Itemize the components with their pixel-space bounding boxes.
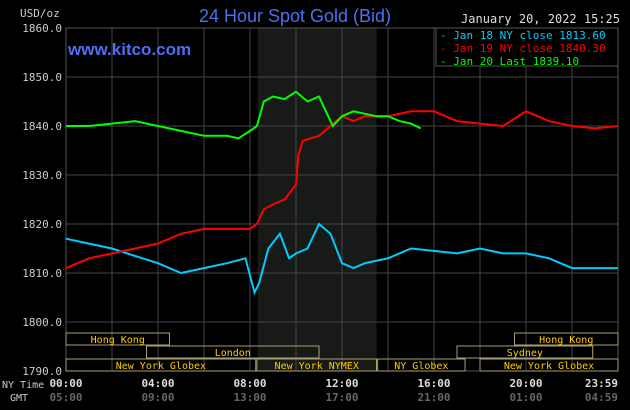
x-tick-gmt: 01:00 [509, 391, 542, 404]
session-bar [456, 345, 594, 359]
session-bar [146, 345, 320, 359]
y-tick-label: 1820.0 [22, 218, 62, 231]
series-line-2 [66, 90, 422, 140]
series-line-0 [65, 222, 618, 296]
session-bar [479, 358, 619, 372]
x-tick-gmt: 21:00 [417, 391, 450, 404]
chart-title: 24 Hour Spot Gold (Bid) [199, 6, 391, 26]
x-tick-ny: 04:00 [141, 377, 174, 390]
session-bar [65, 332, 170, 346]
session-label: New York Globex [116, 361, 206, 372]
session-label: London [215, 348, 251, 359]
x-tick-gmt: 09:00 [141, 391, 174, 404]
market-hours-shade [257, 28, 377, 371]
y-tick-label: 1790.0 [22, 365, 62, 378]
session-label: New York Globex [504, 361, 594, 372]
y-tick-label: 1830.0 [22, 169, 62, 182]
x-tick-gmt: 05:00 [49, 391, 82, 404]
x-tick-ny: 20:00 [509, 377, 542, 390]
legend-entry: - Jan 19 NY close 1840.30 [440, 42, 606, 55]
watermark: www.kitco.com [67, 40, 191, 59]
session-bar [256, 358, 377, 372]
session-bar [377, 358, 466, 372]
session-bar [514, 332, 619, 346]
timestamp: January 20, 2022 15:25 [461, 12, 620, 26]
y-tick-label: 1840.0 [22, 120, 62, 133]
y-tick-label: 1800.0 [22, 316, 62, 329]
x-tick-gmt: 17:00 [325, 391, 358, 404]
legend-entry: - Jan 18 NY close 1813.60 [440, 29, 606, 42]
y-tick-label: 1810.0 [22, 267, 62, 280]
x-tick-ny: 00:00 [49, 377, 82, 390]
x-tick-ny: 08:00 [233, 377, 266, 390]
legend: - Jan 18 NY close 1813.60- Jan 19 NY clo… [435, 27, 619, 68]
session-label: Sydney [507, 348, 543, 359]
session-label: Hong Kong [539, 335, 593, 346]
session-bar [65, 358, 257, 372]
x-tick-ny: 12:00 [325, 377, 358, 390]
y-axis-unit: USD/oz [20, 7, 60, 20]
x-tick-ny: 23:59 [585, 377, 618, 390]
session-label: Hong Kong [91, 335, 145, 346]
series-line-1 [65, 110, 619, 270]
x-tick-gmt: 13:00 [233, 391, 266, 404]
gmt-label: GMT [10, 393, 28, 404]
y-tick-label: 1850.0 [22, 71, 62, 84]
ny-time-label: NY Time [2, 380, 44, 391]
legend-box [435, 27, 619, 67]
session-label: New York NYMEX [275, 361, 359, 372]
legend-entry: - Jan 20 Last 1839.10 [440, 55, 579, 68]
x-tick-gmt: 04:59 [585, 391, 618, 404]
session-label: NY Globex [394, 361, 448, 372]
y-tick-label: 1860.0 [22, 22, 62, 35]
x-tick-ny: 16:00 [417, 377, 450, 390]
